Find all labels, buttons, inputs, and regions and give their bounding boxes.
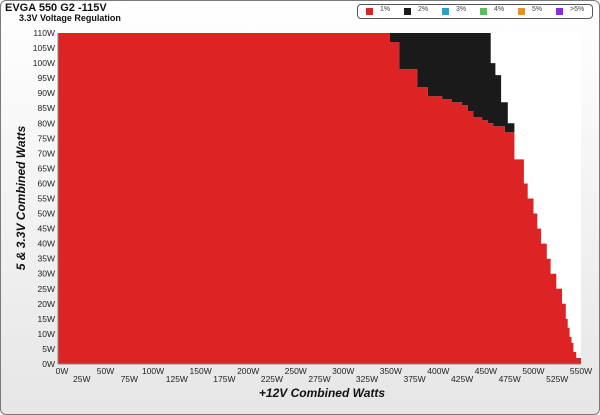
x-tick-label: 375W: [403, 374, 425, 384]
legend-swatch-over5pct: [556, 8, 563, 15]
x-tick-label: 275W: [308, 374, 330, 384]
chart-title: EVGA 550 G2 -115V: [5, 2, 107, 14]
legend-label-1pct: 1%: [380, 6, 391, 13]
x-axis-title: +12V Combined Watts: [259, 386, 385, 400]
x-tick-label: 550W: [570, 366, 592, 376]
y-tick-label: 20W: [38, 299, 55, 309]
y-tick-label: 95W: [38, 73, 55, 83]
legend-swatch-5pct: [518, 8, 525, 15]
legend-label-5pct: 5%: [532, 6, 543, 13]
y-tick-label: 65W: [38, 163, 55, 173]
legend-swatch-1pct: [366, 8, 373, 15]
y-tick-label: 60W: [38, 178, 55, 188]
y-axis-title: 5 & 3.3V Combined Watts: [14, 125, 28, 270]
y-tick-label: 100W: [33, 58, 55, 68]
y-tick-label: 105W: [33, 43, 55, 53]
x-tick-label: 250W: [285, 366, 307, 376]
region-1pct: [58, 33, 581, 364]
y-tick-label: 45W: [38, 224, 55, 234]
x-tick-label: 450W: [475, 366, 497, 376]
legend-label-2pct: 2%: [418, 6, 429, 13]
x-tick-label: 75W: [121, 374, 138, 384]
chart-subtitle: 3.3V Voltage Regulation: [19, 13, 121, 23]
x-tick-label: 0W: [56, 366, 69, 376]
y-tick-label: 30W: [38, 269, 55, 279]
y-tick-label: 15W: [38, 314, 55, 324]
y-tick-label: 35W: [38, 254, 55, 264]
y-tick-label: 25W: [38, 284, 55, 294]
legend-label-3pct: 3%: [456, 6, 467, 13]
x-tick-label: 50W: [97, 366, 114, 376]
regions-layer: [58, 33, 581, 364]
y-tick-label: 80W: [38, 118, 55, 128]
legend: 1% 2% 3% 4% 5% >5%: [357, 4, 593, 19]
y-tick-label: 85W: [38, 103, 55, 113]
legend-swatch-2pct: [404, 8, 411, 15]
y-tick-label: 40W: [38, 239, 55, 249]
y-tick-label: 0W: [42, 359, 55, 369]
legend-label-over5pct: >5%: [570, 6, 585, 13]
y-tick-label: 90W: [38, 88, 55, 98]
legend-swatch-4pct: [480, 8, 487, 15]
y-tick-labels: 0W 5W 10W 15W 20W 25W 30W 35W 40W 45W 50W 55W 60W 65W…: [33, 28, 55, 369]
legend-swatch-3pct: [442, 8, 449, 15]
x-tick-label: 400W: [427, 366, 449, 376]
x-tick-label: 100W: [142, 366, 164, 376]
y-tick-label: 10W: [38, 329, 55, 339]
region-2pct: [389, 33, 515, 133]
x-tick-label: 300W: [332, 366, 354, 376]
x-tick-labels: 0W 25W 50W 75W 100W125W150W175W200W225W250W2…: [56, 366, 592, 384]
y-tick-label: 110W: [33, 28, 55, 38]
x-tick-label: 150W: [190, 366, 212, 376]
x-tick-label: 225W: [261, 374, 283, 384]
y-tick-label: 70W: [38, 148, 55, 158]
x-tick-label: 125W: [166, 374, 188, 384]
x-tick-label: 200W: [237, 366, 259, 376]
x-tick-label: 25W: [73, 374, 90, 384]
legend-label-4pct: 4%: [494, 6, 505, 13]
x-tick-label: 175W: [213, 374, 235, 384]
x-tick-label: 525W: [546, 374, 568, 384]
y-tick-label: 50W: [38, 209, 55, 219]
x-tick-label: 500W: [522, 366, 544, 376]
y-tick-label: 5W: [42, 344, 55, 354]
x-tick-label: 350W: [380, 366, 402, 376]
y-tick-label: 55W: [38, 194, 55, 204]
y-tick-label: 75W: [38, 133, 55, 143]
x-tick-label: 325W: [356, 374, 378, 384]
x-tick-label: 425W: [451, 374, 473, 384]
x-tick-label: 475W: [499, 374, 521, 384]
